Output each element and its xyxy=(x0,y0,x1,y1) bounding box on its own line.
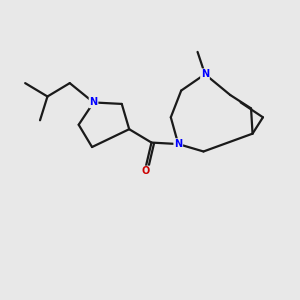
Text: O: O xyxy=(141,167,150,176)
Text: N: N xyxy=(89,98,98,107)
Text: N: N xyxy=(201,69,209,79)
Text: N: N xyxy=(174,139,182,149)
